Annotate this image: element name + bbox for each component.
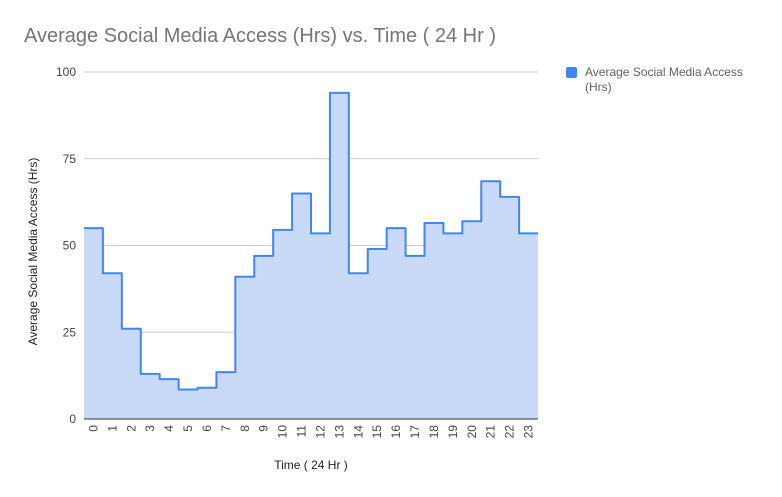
legend-swatch <box>566 67 577 78</box>
data-step <box>160 378 179 380</box>
y-tick-label: 50 <box>63 239 77 253</box>
x-tick-label: 5 <box>181 425 195 432</box>
legend-label: Average Social Media Access (Hrs) <box>585 65 743 94</box>
data-step <box>84 227 103 229</box>
series-line <box>84 91 538 391</box>
y-tick-label: 25 <box>63 325 77 339</box>
data-step <box>198 387 217 389</box>
y-tick-label: 0 <box>69 412 76 426</box>
x-tick-label: 14 <box>351 425 365 439</box>
data-step <box>406 255 425 257</box>
data-step <box>462 220 481 222</box>
chart-title: Average Social Media Access (Hrs) vs. Ti… <box>24 25 496 47</box>
data-step <box>387 227 406 229</box>
data-step <box>103 272 122 274</box>
data-step <box>425 222 444 224</box>
data-step <box>122 328 141 330</box>
data-step <box>330 92 349 94</box>
data-step <box>443 232 462 234</box>
x-tick-label: 8 <box>238 425 252 432</box>
data-step <box>519 232 538 234</box>
y-tick-label: 75 <box>63 152 77 166</box>
x-tick-label: 9 <box>257 425 271 432</box>
y-axis-title: Average Social Media Access (Hrs) <box>26 158 40 346</box>
data-step <box>216 371 235 373</box>
x-tick-label: 2 <box>124 425 138 432</box>
x-tick-label: 3 <box>143 425 157 432</box>
data-step <box>500 196 519 198</box>
x-tick-label: 20 <box>465 425 479 439</box>
data-step <box>141 373 160 375</box>
x-tick-label: 16 <box>389 425 403 439</box>
x-tick-label: 1 <box>105 425 119 432</box>
x-tick-label: 23 <box>522 425 536 439</box>
data-step <box>292 192 311 194</box>
area-fill <box>84 92 538 419</box>
x-tick-label: 15 <box>370 425 384 439</box>
data-step <box>311 232 330 234</box>
x-tick-label: 22 <box>503 425 517 439</box>
data-step <box>179 389 198 391</box>
data-step <box>235 276 254 278</box>
x-tick-label: 6 <box>200 425 214 432</box>
data-step <box>368 248 387 250</box>
x-tick-label: 18 <box>427 425 441 439</box>
x-tick-label: 17 <box>408 425 422 439</box>
x-tick-label: 4 <box>162 425 176 432</box>
data-step <box>349 272 368 274</box>
y-tick-label: 100 <box>56 65 76 79</box>
x-tick-label: 12 <box>313 425 327 439</box>
x-tick-label: 0 <box>86 425 100 432</box>
data-step <box>481 180 500 182</box>
data-step <box>254 255 273 257</box>
x-tick-label: 13 <box>332 425 346 439</box>
x-tick-label: 10 <box>276 425 290 439</box>
x-tick-label: 21 <box>484 425 498 439</box>
x-tick-label: 11 <box>295 425 309 438</box>
x-tick-label: 19 <box>446 425 460 439</box>
x-axis-title: Time ( 24 Hr ) <box>274 458 348 472</box>
x-tick-label: 7 <box>219 425 233 432</box>
data-step <box>273 229 292 231</box>
